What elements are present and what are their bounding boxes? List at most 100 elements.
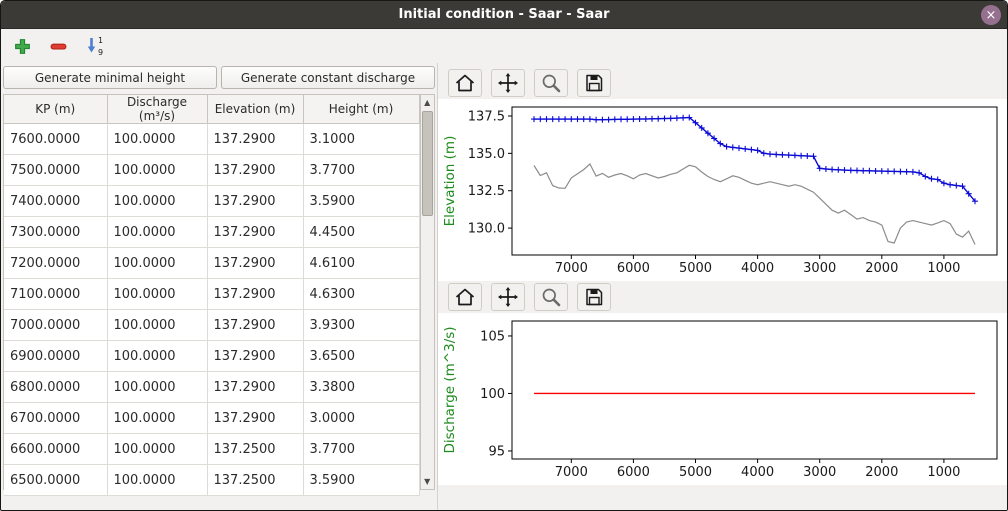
- table-cell[interactable]: 100.0000: [107, 464, 208, 496]
- scroll-up-button[interactable]: ▲: [420, 95, 434, 110]
- table-cell[interactable]: 4.4500: [303, 216, 420, 248]
- table-cell[interactable]: 100.0000: [107, 309, 208, 341]
- table-cell[interactable]: 100.0000: [107, 123, 208, 155]
- table-cell[interactable]: 3.1000: [303, 123, 420, 155]
- generate-constant-discharge-button[interactable]: Generate constant discharge: [221, 66, 435, 89]
- table-cell[interactable]: 137.2900: [207, 309, 304, 341]
- table-cell[interactable]: 7500.0000: [4, 154, 108, 186]
- column-header[interactable]: Discharge (m³/s): [107, 95, 208, 124]
- table-cell[interactable]: 100.0000: [107, 278, 208, 310]
- table-row[interactable]: 7500.0000 100.0000 137.2900 3.7700: [4, 154, 420, 186]
- table-cell[interactable]: 6700.0000: [4, 402, 108, 434]
- generate-minimal-height-button[interactable]: Generate minimal height: [3, 66, 217, 89]
- pan-button[interactable]: [491, 69, 525, 97]
- table-row[interactable]: 7400.0000 100.0000 137.2900 3.5900: [4, 185, 420, 217]
- table-cell[interactable]: 137.2500: [207, 433, 304, 465]
- table-cell[interactable]: 6800.0000: [4, 371, 108, 403]
- remove-row-button[interactable]: [47, 35, 70, 58]
- scroll-up-icon: ▲: [424, 98, 431, 107]
- table-cell[interactable]: 4.6300: [303, 278, 420, 310]
- home-button[interactable]: [448, 283, 482, 311]
- column-header[interactable]: KP (m): [4, 95, 108, 124]
- table-scrollbar[interactable]: ▲ ▼: [419, 95, 435, 489]
- scroll-down-button[interactable]: ▼: [420, 474, 434, 489]
- column-header[interactable]: Elevation (m): [207, 95, 304, 124]
- table-row[interactable]: 6900.0000 100.0000 137.2900 3.6500: [4, 340, 420, 372]
- discharge-chart[interactable]: 7000 6000 5000 4000 3000 2000 1000 105 100 95 Disc…: [438, 313, 1007, 485]
- svg-text:1: 1: [98, 36, 103, 45]
- table-cell[interactable]: 6500.0000: [4, 464, 108, 496]
- table-row[interactable]: 7300.0000 100.0000 137.2900 4.4500: [4, 216, 420, 248]
- table-row[interactable]: 6700.0000 100.0000 137.2900 3.0000: [4, 402, 420, 434]
- table-cell[interactable]: 7000.0000: [4, 309, 108, 341]
- scroll-down-icon: ▼: [424, 477, 431, 486]
- table-cell[interactable]: 100.0000: [107, 433, 208, 465]
- svg-text:132.5: 132.5: [468, 184, 505, 199]
- home-button[interactable]: [448, 69, 482, 97]
- titlebar: Initial condition - Saar - Saar ×: [1, 1, 1007, 29]
- zoom-button[interactable]: [534, 283, 568, 311]
- column-header[interactable]: Height (m): [303, 95, 420, 124]
- pan-button[interactable]: [491, 283, 525, 311]
- table-row[interactable]: 7600.0000 100.0000 137.2900 3.1000: [4, 123, 420, 155]
- table-cell[interactable]: 3.9300: [303, 309, 420, 341]
- table-cell[interactable]: 137.2500: [207, 464, 304, 496]
- svg-text:3000: 3000: [803, 261, 836, 276]
- table-body: 7600.0000 100.0000 137.2900 3.1000 7500.0000…: [4, 123, 420, 496]
- table-cell[interactable]: 137.2900: [207, 371, 304, 403]
- table-cell[interactable]: 6600.0000: [4, 433, 108, 465]
- table-cell[interactable]: 100.0000: [107, 371, 208, 403]
- table-cell[interactable]: 7400.0000: [4, 185, 108, 217]
- scrollbar-thumb[interactable]: [421, 111, 433, 216]
- table-cell[interactable]: 137.2900: [207, 247, 304, 279]
- table-cell[interactable]: 3.5900: [303, 185, 420, 217]
- table-cell[interactable]: 7300.0000: [4, 216, 108, 248]
- zoom-button[interactable]: [534, 69, 568, 97]
- table-cell[interactable]: 100.0000: [107, 185, 208, 217]
- table-cell[interactable]: 3.5900: [303, 464, 420, 496]
- table-cell[interactable]: 7100.0000: [4, 278, 108, 310]
- table-cell[interactable]: 3.0000: [303, 402, 420, 434]
- svg-text:9: 9: [98, 48, 103, 57]
- elevation-chart[interactable]: 7000 6000 5000 4000 3000 2000 1000 137.5 135.0 13…: [438, 99, 1007, 281]
- svg-text:5000: 5000: [679, 261, 712, 276]
- scrollbar-track[interactable]: [421, 110, 435, 474]
- table-row[interactable]: 7000.0000 100.0000 137.2900 3.9300: [4, 309, 420, 341]
- table-row[interactable]: 6800.0000 100.0000 137.2900 3.3800: [4, 371, 420, 403]
- add-row-button[interactable]: [11, 35, 34, 58]
- table-row[interactable]: 7100.0000 100.0000 137.2900 4.6300: [4, 278, 420, 310]
- table-cell[interactable]: 137.2900: [207, 185, 304, 217]
- table-cell[interactable]: 137.2900: [207, 154, 304, 186]
- table-cell[interactable]: 137.2900: [207, 340, 304, 372]
- table-cell[interactable]: 137.2900: [207, 216, 304, 248]
- save-floppy-icon: [586, 74, 603, 92]
- table-cell[interactable]: 100.0000: [107, 216, 208, 248]
- table-cell[interactable]: 137.2900: [207, 123, 304, 155]
- save-button[interactable]: [577, 69, 611, 97]
- table-cell[interactable]: 100.0000: [107, 402, 208, 434]
- table-cell[interactable]: 6900.0000: [4, 340, 108, 372]
- table-cell[interactable]: 137.2900: [207, 402, 304, 434]
- table-cell[interactable]: 7600.0000: [4, 123, 108, 155]
- table-cell[interactable]: 3.7700: [303, 433, 420, 465]
- table-cell[interactable]: 100.0000: [107, 154, 208, 186]
- table-row[interactable]: 6500.0000 100.0000 137.2500 3.5900: [4, 464, 420, 496]
- table-cell[interactable]: 4.6100: [303, 247, 420, 279]
- table-cell[interactable]: 100.0000: [107, 340, 208, 372]
- table-cell[interactable]: 3.7700: [303, 154, 420, 186]
- table-cell[interactable]: 100.0000: [107, 247, 208, 279]
- table-cell[interactable]: 3.3800: [303, 371, 420, 403]
- initial-condition-table: KP (m) Discharge (m³/s) Elevation (m) Heigh…: [3, 94, 435, 496]
- table-cell[interactable]: 137.2900: [207, 278, 304, 310]
- close-button[interactable]: ×: [981, 5, 1001, 25]
- table-row[interactable]: 6600.0000 100.0000 137.2500 3.7700: [4, 433, 420, 465]
- svg-text:6000: 6000: [617, 261, 650, 276]
- save-button[interactable]: [577, 283, 611, 311]
- close-icon: ×: [985, 7, 997, 23]
- table-cell[interactable]: 7200.0000: [4, 247, 108, 279]
- table-cell[interactable]: 3.6500: [303, 340, 420, 372]
- sort-rows-button[interactable]: 1 9: [83, 33, 109, 59]
- table-row[interactable]: 7200.0000 100.0000 137.2900 4.6100: [4, 247, 420, 279]
- pan-move-icon: [498, 287, 518, 307]
